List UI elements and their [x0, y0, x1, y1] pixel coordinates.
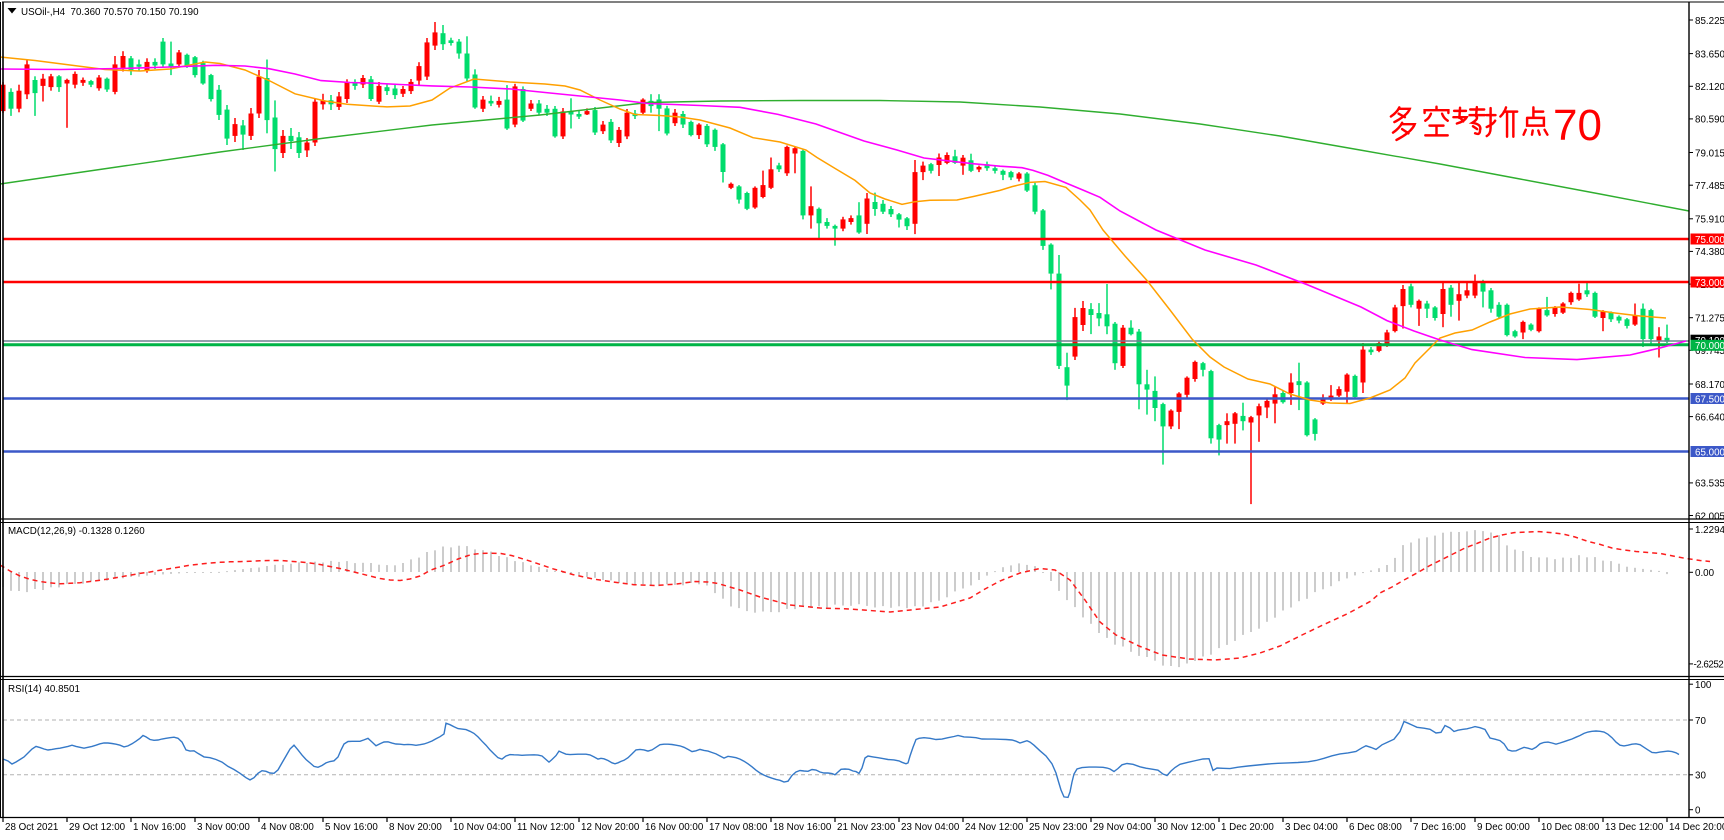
- svg-text:-2.6252: -2.6252: [1694, 660, 1724, 671]
- svg-text:5 Nov 16:00: 5 Nov 16:00: [325, 822, 378, 833]
- svg-text:29 Nov 04:00: 29 Nov 04:00: [1093, 822, 1152, 833]
- svg-text:30: 30: [1695, 771, 1706, 782]
- svg-text:68.170: 68.170: [1695, 380, 1724, 391]
- svg-text:10 Nov 04:00: 10 Nov 04:00: [453, 822, 512, 833]
- svg-text:7 Dec 16:00: 7 Dec 16:00: [1413, 822, 1466, 833]
- svg-text:MACD(12,26,9) -0.1328 0.1260: MACD(12,26,9) -0.1328 0.1260: [8, 526, 145, 537]
- svg-text:75.910: 75.910: [1695, 215, 1724, 226]
- svg-text:70: 70: [1553, 101, 1602, 150]
- svg-text:62.005: 62.005: [1695, 511, 1724, 522]
- svg-text:67.500: 67.500: [1695, 394, 1724, 405]
- svg-text:80.590: 80.590: [1695, 115, 1724, 126]
- svg-text:85.225: 85.225: [1695, 16, 1724, 27]
- svg-text:79.015: 79.015: [1695, 148, 1724, 159]
- svg-text:1 Nov 16:00: 1 Nov 16:00: [133, 822, 186, 833]
- svg-text:0.00: 0.00: [1695, 568, 1715, 579]
- svg-text:21 Nov 23:00: 21 Nov 23:00: [837, 822, 896, 833]
- svg-text:3 Dec 04:00: 3 Dec 04:00: [1285, 822, 1338, 833]
- svg-text:30 Nov 12:00: 30 Nov 12:00: [1157, 822, 1216, 833]
- svg-text:63.535: 63.535: [1695, 479, 1724, 490]
- svg-text:12 Nov 20:00: 12 Nov 20:00: [581, 822, 640, 833]
- svg-text:24 Nov 12:00: 24 Nov 12:00: [965, 822, 1024, 833]
- svg-text:70.000: 70.000: [1695, 341, 1724, 352]
- svg-text:23 Nov 04:00: 23 Nov 04:00: [901, 822, 960, 833]
- svg-text:9 Dec 00:00: 9 Dec 00:00: [1477, 822, 1530, 833]
- svg-text:82.120: 82.120: [1695, 82, 1724, 93]
- svg-text:73.000: 73.000: [1695, 278, 1724, 289]
- svg-text:66.640: 66.640: [1695, 412, 1724, 423]
- svg-text:25 Nov 23:00: 25 Nov 23:00: [1029, 822, 1088, 833]
- svg-text:71.275: 71.275: [1695, 314, 1724, 325]
- svg-text:USOil-,H4 70.360 70.570 70.15: USOil-,H4 70.360 70.570 70.150 70.190: [21, 7, 199, 18]
- svg-text:13 Dec 12:00: 13 Dec 12:00: [1605, 822, 1664, 833]
- svg-text:RSI(14) 40.8501: RSI(14) 40.8501: [8, 684, 80, 695]
- svg-text:1.2294: 1.2294: [1695, 525, 1724, 536]
- svg-text:16 Nov 00:00: 16 Nov 00:00: [645, 822, 704, 833]
- svg-text:29 Oct 12:00: 29 Oct 12:00: [69, 822, 126, 833]
- svg-text:6 Dec 08:00: 6 Dec 08:00: [1349, 822, 1402, 833]
- svg-text:77.485: 77.485: [1695, 181, 1724, 192]
- svg-text:1 Dec 20:00: 1 Dec 20:00: [1221, 822, 1274, 833]
- svg-text:14 Dec 20:00: 14 Dec 20:00: [1669, 822, 1724, 833]
- svg-text:28 Oct 2021: 28 Oct 2021: [5, 822, 58, 833]
- svg-text:11 Nov 12:00: 11 Nov 12:00: [517, 822, 575, 833]
- svg-text:70: 70: [1695, 716, 1706, 727]
- svg-text:17 Nov 08:00: 17 Nov 08:00: [709, 822, 768, 833]
- svg-text:18 Nov 16:00: 18 Nov 16:00: [773, 822, 832, 833]
- svg-text:100: 100: [1695, 680, 1712, 691]
- svg-text:8 Nov 20:00: 8 Nov 20:00: [389, 822, 442, 833]
- svg-text:10 Dec 08:00: 10 Dec 08:00: [1541, 822, 1600, 833]
- svg-text:83.650: 83.650: [1695, 49, 1724, 60]
- svg-text:3 Nov 00:00: 3 Nov 00:00: [197, 822, 250, 833]
- svg-text:65.000: 65.000: [1695, 447, 1724, 458]
- svg-text:75.000: 75.000: [1695, 235, 1724, 246]
- svg-text:74.380: 74.380: [1695, 247, 1724, 258]
- svg-text:0: 0: [1695, 806, 1701, 817]
- svg-text:4 Nov 08:00: 4 Nov 08:00: [261, 822, 314, 833]
